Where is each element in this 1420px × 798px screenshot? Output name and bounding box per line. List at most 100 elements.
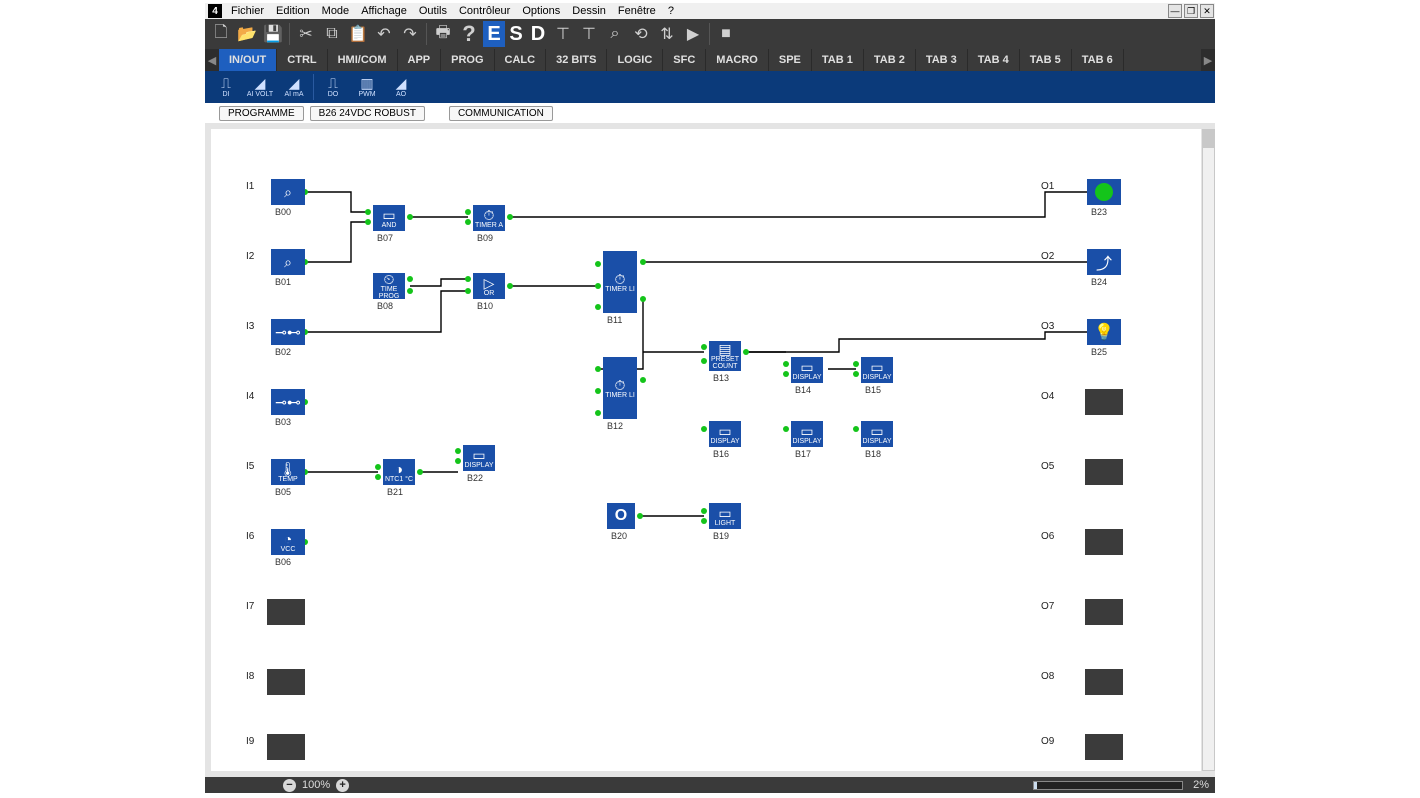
mode-s-icon[interactable]: S [505,21,527,47]
block-b08[interactable]: ⏲TIME PROG [373,273,405,299]
new-file-icon[interactable]: 🗋 [209,22,233,46]
block-b03[interactable]: ⊸⊷ [271,389,305,415]
tab-macro[interactable]: MACRO [706,49,769,71]
empty-output-slot[interactable] [1085,669,1123,695]
empty-output-slot[interactable] [1085,599,1123,625]
tab-ctrl[interactable]: CTRL [277,49,327,71]
tool-icon[interactable]: ■ [714,22,738,46]
cut-icon[interactable]: ✂ [294,22,318,46]
subtool-ao[interactable]: ◢AO [384,71,418,103]
block-b00[interactable]: ⌕ [271,179,305,205]
doc-tab-programme[interactable]: PROGRAMME [219,106,304,121]
empty-output-slot[interactable] [1085,459,1123,485]
restore-button[interactable]: ❐ [1184,4,1198,18]
tool-icon[interactable]: ⊤ [577,22,601,46]
menu-affichage[interactable]: Affichage [355,4,413,18]
tab-tab-3[interactable]: TAB 3 [916,49,968,71]
block-b15[interactable]: ▭DISPLAY [861,357,893,383]
minimize-button[interactable]: — [1168,4,1182,18]
menu-options[interactable]: Options [516,4,566,18]
menu-dessin[interactable]: Dessin [566,4,612,18]
empty-input-slot[interactable] [267,599,305,625]
block-b07[interactable]: ▭AND [373,205,405,231]
block-b06[interactable]: ◔VCC [271,529,305,555]
diagram-canvas[interactable]: I1I2I3I4I5I6I7I8I9O1O2O3O4O5O6O7O8O9⌕B00… [211,129,1201,771]
tab-hmi-com[interactable]: HMI/COM [328,49,398,71]
subtool-do[interactable]: ⎍DO [316,71,350,103]
tab-scroll-right[interactable]: ▶ [1201,49,1215,71]
tool-icon[interactable]: ▶ [681,22,705,46]
help-icon[interactable]: ? [457,22,481,46]
block-b22[interactable]: ▭DISPLAY [463,445,495,471]
redo-icon[interactable]: ↷ [398,22,422,46]
menu-fenêtre[interactable]: Fenêtre [612,4,662,18]
menu-outils[interactable]: Outils [413,4,453,18]
tab-calc[interactable]: CALC [495,49,547,71]
mode-d-icon[interactable]: D [527,21,549,47]
block-b12[interactable]: ⏱TIMER LI [603,357,637,419]
tool-icon[interactable]: ⇅ [655,22,679,46]
block-b10[interactable]: ▷OR [473,273,505,299]
block-b18[interactable]: ▭DISPLAY [861,421,893,447]
empty-output-slot[interactable] [1085,529,1123,555]
tab-app[interactable]: APP [398,49,442,71]
block-b17[interactable]: ▭DISPLAY [791,421,823,447]
tab-prog[interactable]: PROG [441,49,494,71]
tab-tab-1[interactable]: TAB 1 [812,49,864,71]
block-b19[interactable]: ▭LIGHT [709,503,741,529]
subtool-ai-volt[interactable]: ◢AI VOLT [243,71,277,103]
tab-tab-4[interactable]: TAB 4 [968,49,1020,71]
output-block-b24[interactable]: ⤴ [1087,249,1121,275]
zoom-in-button[interactable]: + [336,779,349,792]
block-b11[interactable]: ⏱TIMER LI [603,251,637,313]
tab-spe[interactable]: SPE [769,49,812,71]
paste-icon[interactable]: 📋 [346,22,370,46]
empty-input-slot[interactable] [267,669,305,695]
close-button[interactable]: ✕ [1200,4,1214,18]
undo-icon[interactable]: ↶ [372,22,396,46]
zoom-out-button[interactable]: − [283,779,296,792]
vertical-scrollbar[interactable] [1202,129,1215,771]
block-b21[interactable]: ◑NTC1 °C [383,459,415,485]
save-icon[interactable]: 💾 [261,22,285,46]
mode-e-icon[interactable]: E [483,21,505,47]
esd-mode-buttons[interactable]: E S D [483,21,549,47]
open-file-icon[interactable]: 📂 [235,22,259,46]
copy-icon[interactable]: ⧉ [320,22,344,46]
menu-contrôleur[interactable]: Contrôleur [453,4,516,18]
doc-tab-b26-24vdc-robust[interactable]: B26 24VDC ROBUST [310,106,425,121]
subtool-di[interactable]: ⎍DI [209,71,243,103]
block-b09[interactable]: ⏱TIMER A [473,205,505,231]
tab-scroll-left[interactable]: ◀ [205,49,219,71]
menu-edition[interactable]: Edition [270,4,316,18]
tab-tab-5[interactable]: TAB 5 [1020,49,1072,71]
tab-in-out[interactable]: IN/OUT [219,49,277,71]
block-b20[interactable]: O [607,503,635,529]
doc-tab-communication[interactable]: COMMUNICATION [449,106,553,121]
tab-tab-6[interactable]: TAB 6 [1072,49,1124,71]
block-b13[interactable]: ▤PRESET COUNT [709,341,741,371]
tab-logic[interactable]: LOGIC [607,49,663,71]
output-block-b23[interactable] [1087,179,1121,205]
tab-32-bits[interactable]: 32 BITS [546,49,607,71]
empty-input-slot[interactable] [267,734,305,760]
menu-fichier[interactable]: Fichier [225,4,270,18]
empty-output-slot[interactable] [1085,734,1123,760]
print-icon[interactable]: 🖶 [431,22,455,46]
menu-?[interactable]: ? [662,4,680,18]
tab-tab-2[interactable]: TAB 2 [864,49,916,71]
tool-icon[interactable]: ⊤ [551,22,575,46]
block-b05[interactable]: 🌡TEMP [271,459,305,485]
subtool-pwm[interactable]: ▥PWM [350,71,384,103]
tool-icon[interactable]: ⟲ [629,22,653,46]
tool-icon[interactable]: ⌕ [603,22,627,46]
block-b02[interactable]: ⊸⊷ [271,319,305,345]
empty-output-slot[interactable] [1085,389,1123,415]
subtool-ai-ma[interactable]: ◢AI mA [277,71,311,103]
menu-mode[interactable]: Mode [316,4,356,18]
block-b01[interactable]: ⌕ [271,249,305,275]
block-b16[interactable]: ▭DISPLAY [709,421,741,447]
output-block-b25[interactable]: 💡 [1087,319,1121,345]
block-b14[interactable]: ▭DISPLAY [791,357,823,383]
tab-sfc[interactable]: SFC [663,49,706,71]
